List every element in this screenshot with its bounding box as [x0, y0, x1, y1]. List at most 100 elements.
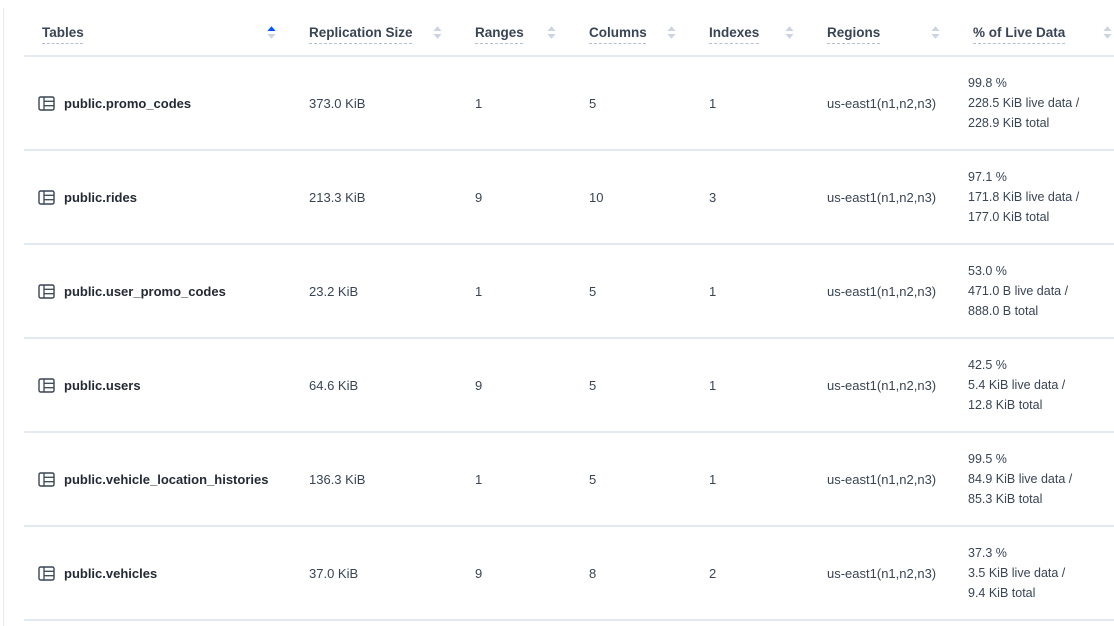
cell-live-data: 97.1 % 171.8 KiB live data / 177.0 KiB t…	[956, 167, 1114, 227]
total-data-size: 888.0 B total	[968, 304, 1039, 318]
table-grid-icon	[38, 283, 55, 299]
column-header-label: Indexes	[709, 24, 760, 40]
cell-table-name: public.vehicles	[24, 566, 292, 581]
column-header-label: % of Live Data	[973, 24, 1066, 40]
cell-live-data: 53.0 % 471.0 B live data / 888.0 B total	[956, 261, 1114, 321]
cell-table-name: public.rides	[24, 190, 292, 205]
cell-replication-size: 23.2 KiB	[309, 283, 359, 299]
cell-replication-size: 373.0 KiB	[309, 95, 366, 111]
cell-table-name: public.users	[24, 378, 292, 393]
cell-table-name: public.vehicle_location_histories	[24, 472, 292, 487]
cell-live-data: 99.5 % 84.9 KiB live data / 85.3 KiB tot…	[956, 449, 1114, 509]
cell-replication-size: 136.3 KiB	[309, 471, 366, 487]
cell-regions: us-east1(n1,n2,n3)	[827, 283, 937, 299]
cell-indexes: 3	[709, 189, 717, 205]
table-name-link[interactable]: public.rides	[64, 189, 137, 205]
live-data-size: 228.5 KiB live data /	[968, 96, 1080, 110]
live-data-percent: 42.5 %	[968, 358, 1007, 372]
sort-arrows-icon[interactable]	[931, 25, 940, 39]
cell-replication-size: 213.3 KiB	[309, 189, 366, 205]
live-data-size: 84.9 KiB live data /	[968, 472, 1073, 486]
cell-ranges: 1	[475, 471, 483, 487]
cell-ranges: 9	[475, 189, 483, 205]
cell-columns: 10	[589, 189, 604, 205]
live-data-percent: 97.1 %	[968, 170, 1007, 184]
table-grid-icon	[38, 565, 55, 581]
column-header-live-data-percent[interactable]: % of Live Data	[956, 25, 1114, 40]
cell-replication-size: 37.0 KiB	[309, 565, 359, 581]
cell-columns: 5	[589, 283, 597, 299]
live-data-size: 171.8 KiB live data /	[968, 190, 1080, 204]
table-name-link[interactable]: public.vehicle_location_histories	[64, 471, 269, 487]
table-row[interactable]: public.rides 213.3 KiB 9 10 3 us-east1(n…	[24, 151, 1114, 245]
table-row[interactable]: public.user_promo_codes 23.2 KiB 1 5 1 u…	[24, 245, 1114, 339]
column-header-label: Tables	[42, 24, 84, 40]
cell-ranges: 9	[475, 565, 483, 581]
table-row[interactable]: public.vehicle_location_histories 136.3 …	[24, 433, 1114, 527]
column-header-label: Replication Size	[309, 24, 413, 40]
column-header-ranges[interactable]: Ranges	[458, 25, 572, 40]
column-header-tables[interactable]: Tables	[24, 25, 292, 40]
sort-arrows-icon[interactable]	[667, 25, 676, 39]
cell-indexes: 1	[709, 471, 717, 487]
cell-regions: us-east1(n1,n2,n3)	[827, 95, 937, 111]
total-data-size: 85.3 KiB total	[968, 492, 1043, 506]
table-grid-icon	[38, 95, 55, 111]
total-data-size: 12.8 KiB total	[968, 398, 1043, 412]
cell-live-data: 37.3 % 3.5 KiB live data / 9.4 KiB total	[956, 543, 1114, 603]
live-data-size: 5.4 KiB live data /	[968, 378, 1066, 392]
table-name-link[interactable]: public.promo_codes	[64, 95, 192, 111]
live-data-percent: 37.3 %	[968, 546, 1007, 560]
table-row[interactable]: public.promo_codes 373.0 KiB 1 5 1 us-ea…	[24, 57, 1114, 151]
column-header-label: Regions	[827, 24, 881, 40]
sort-arrows-icon[interactable]	[547, 25, 556, 39]
sort-arrows-icon[interactable]	[267, 25, 276, 39]
live-data-percent: 99.5 %	[968, 452, 1007, 466]
sort-arrows-icon[interactable]	[433, 25, 442, 39]
cell-columns: 8	[589, 565, 597, 581]
live-data-percent: 99.8 %	[968, 76, 1007, 90]
column-header-replication-size[interactable]: Replication Size	[292, 25, 458, 40]
cell-columns: 5	[589, 377, 597, 393]
total-data-size: 9.4 KiB total	[968, 586, 1036, 600]
cell-replication-size: 64.6 KiB	[309, 377, 359, 393]
panel-left-edge-divider	[3, 8, 4, 626]
table-grid-icon	[38, 377, 55, 393]
sort-arrows-icon[interactable]	[785, 25, 794, 39]
cell-regions: us-east1(n1,n2,n3)	[827, 189, 937, 205]
table-grid-icon	[38, 471, 55, 487]
column-header-label: Columns	[589, 24, 647, 40]
cell-ranges: 1	[475, 95, 483, 111]
table-header-row: Tables Replication Size Ranges Columns	[24, 0, 1114, 57]
cell-live-data: 99.8 % 228.5 KiB live data / 228.9 KiB t…	[956, 73, 1114, 133]
table-grid-icon	[38, 189, 55, 205]
table-row[interactable]: public.users 64.6 KiB 9 5 1 us-east1(n1,…	[24, 339, 1114, 433]
column-header-indexes[interactable]: Indexes	[692, 25, 810, 40]
table-name-link[interactable]: public.user_promo_codes	[64, 283, 226, 299]
cell-ranges: 1	[475, 283, 483, 299]
live-data-size: 3.5 KiB live data /	[968, 566, 1066, 580]
cell-columns: 5	[589, 471, 597, 487]
sort-arrows-icon[interactable]	[1103, 25, 1112, 39]
cell-table-name: public.promo_codes	[24, 96, 292, 111]
total-data-size: 228.9 KiB total	[968, 116, 1050, 130]
total-data-size: 177.0 KiB total	[968, 210, 1050, 224]
cell-live-data: 42.5 % 5.4 KiB live data / 12.8 KiB tota…	[956, 355, 1114, 415]
table-body: public.promo_codes 373.0 KiB 1 5 1 us-ea…	[24, 57, 1114, 621]
cell-regions: us-east1(n1,n2,n3)	[827, 565, 937, 581]
cell-indexes: 2	[709, 565, 717, 581]
column-header-columns[interactable]: Columns	[572, 25, 692, 40]
cell-indexes: 1	[709, 283, 717, 299]
table-row[interactable]: public.vehicles 37.0 KiB 9 8 2 us-east1(…	[24, 527, 1114, 621]
column-header-label: Ranges	[475, 24, 524, 40]
database-tables-table: Tables Replication Size Ranges Columns	[24, 0, 1114, 621]
cell-regions: us-east1(n1,n2,n3)	[827, 471, 937, 487]
table-name-link[interactable]: public.users	[64, 377, 141, 393]
cell-table-name: public.user_promo_codes	[24, 284, 292, 299]
cell-columns: 5	[589, 95, 597, 111]
live-data-percent: 53.0 %	[968, 264, 1007, 278]
live-data-size: 471.0 B live data /	[968, 284, 1069, 298]
column-header-regions[interactable]: Regions	[810, 25, 956, 40]
table-name-link[interactable]: public.vehicles	[64, 565, 158, 581]
